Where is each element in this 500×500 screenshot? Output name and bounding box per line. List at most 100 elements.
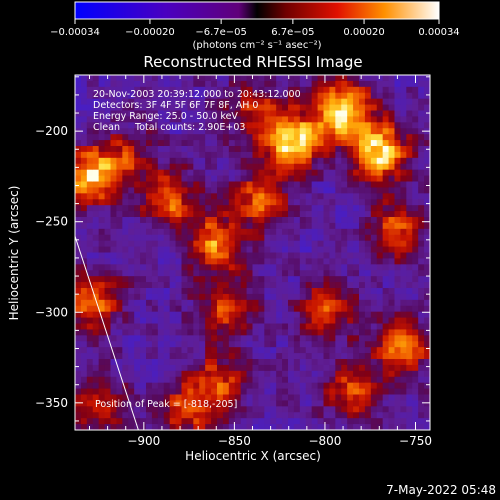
- heatmap-cell: [370, 394, 378, 401]
- heatmap-cell: [146, 163, 153, 171]
- heatmap-cell: [122, 151, 129, 159]
- heatmap-cell: [110, 110, 117, 117]
- heatmap-cell: [181, 282, 188, 289]
- heatmap-cell: [293, 175, 301, 182]
- heatmap-cell: [288, 222, 295, 230]
- heatmap-cell: [299, 187, 307, 194]
- heatmap-cell: [98, 317, 105, 324]
- heatmap-cell: [347, 205, 354, 212]
- heatmap-cell: [400, 347, 407, 354]
- heatmap-cell: [104, 134, 111, 141]
- heatmap-cell: [122, 246, 129, 253]
- heatmap-cell: [86, 169, 94, 176]
- heatmap-cell: [288, 246, 295, 253]
- heatmap-cell: [370, 211, 378, 218]
- heatmap-cell: [305, 187, 313, 194]
- heatmap-cell: [282, 293, 289, 301]
- heatmap-cell: [205, 217, 212, 224]
- heatmap-cell: [341, 169, 348, 176]
- heatmap-cell: [75, 134, 82, 141]
- heatmap-cell: [75, 270, 82, 277]
- heatmap-cell: [163, 288, 171, 295]
- heatmap-cell: [370, 264, 378, 271]
- heatmap-cell: [187, 211, 194, 218]
- heatmap-cell: [335, 282, 342, 289]
- heatmap-cell: [140, 293, 147, 301]
- heatmap-cell: [329, 424, 336, 430]
- heatmap-cell: [193, 80, 200, 88]
- heatmap-cell: [311, 246, 318, 253]
- heatmap-cell: [122, 364, 129, 372]
- heatmap-cell: [92, 347, 100, 354]
- heatmap-cell: [211, 323, 218, 330]
- heatmap-cell: [134, 418, 141, 425]
- heatmap-cell: [317, 199, 324, 206]
- heatmap-cell: [305, 329, 313, 336]
- heatmap-cell: [317, 311, 324, 318]
- heatmap-cell: [75, 234, 82, 242]
- heatmap-cell: [228, 424, 236, 430]
- heatmap-cell: [98, 311, 105, 318]
- heatmap-cell: [234, 276, 242, 283]
- heatmap-cell: [193, 217, 200, 224]
- heatmap-cell: [252, 311, 259, 318]
- heatmap-cell: [341, 359, 348, 366]
- heatmap-cell: [288, 311, 295, 318]
- heatmap-cell: [211, 228, 218, 236]
- heatmap-cell: [382, 86, 389, 94]
- heatmap-cell: [169, 92, 176, 100]
- heatmap-cell: [228, 359, 236, 366]
- heatmap-cell: [104, 305, 111, 313]
- heatmap-cell: [270, 359, 277, 366]
- heatmap-cell: [382, 234, 389, 242]
- heatmap-cell: [199, 169, 206, 176]
- heatmap-cell: [406, 394, 413, 401]
- heatmap-cell: [317, 293, 324, 301]
- colorbar-tick-label: 0.00020: [343, 27, 384, 38]
- heatmap-cell: [98, 418, 105, 425]
- heatmap-cell: [240, 234, 247, 242]
- heatmap-cell: [335, 288, 342, 295]
- heatmap-cell: [418, 181, 425, 188]
- heatmap-cell: [169, 424, 176, 430]
- heatmap-cell: [317, 424, 324, 430]
- heatmap-cell: [347, 299, 354, 307]
- heatmap-cell: [246, 140, 253, 147]
- heatmap-cell: [163, 110, 171, 117]
- heatmap-cell: [388, 193, 395, 200]
- heatmap-cell: [234, 341, 242, 348]
- heatmap-cell: [400, 412, 407, 419]
- heatmap-cell: [359, 228, 366, 236]
- heatmap-cell: [329, 252, 336, 259]
- heatmap-cell: [258, 282, 265, 289]
- heatmap-cell: [258, 388, 265, 395]
- heatmap-cell: [424, 412, 430, 419]
- heatmap-cell: [329, 151, 336, 159]
- heatmap-cell: [193, 193, 200, 200]
- heatmap-cell: [353, 323, 360, 330]
- heatmap-cell: [98, 187, 105, 194]
- heatmap-cell: [163, 335, 171, 342]
- heatmap-cell: [246, 270, 253, 277]
- heatmap-cell: [270, 412, 277, 419]
- heatmap-cell: [80, 317, 88, 324]
- heatmap-cell: [305, 388, 313, 395]
- heatmap-cell: [424, 116, 430, 123]
- heatmap-cell: [276, 293, 283, 301]
- heatmap-cell: [424, 335, 430, 342]
- heatmap-cell: [418, 199, 425, 206]
- heatmap-cell: [193, 92, 200, 100]
- heatmap-cell: [211, 382, 218, 389]
- heatmap-cell: [347, 329, 354, 336]
- heatmap-cell: [205, 110, 212, 117]
- heatmap-cell: [151, 104, 159, 111]
- heatmap-cell: [276, 228, 283, 236]
- heatmap-cell: [86, 98, 94, 105]
- heatmap-cell: [388, 370, 395, 378]
- heatmap-cell: [364, 187, 372, 194]
- heatmap-cell: [122, 187, 129, 194]
- heatmap-cell: [92, 128, 100, 135]
- heatmap-cell: [151, 282, 159, 289]
- heatmap-cell: [134, 293, 141, 301]
- heatmap-cell: [104, 270, 111, 277]
